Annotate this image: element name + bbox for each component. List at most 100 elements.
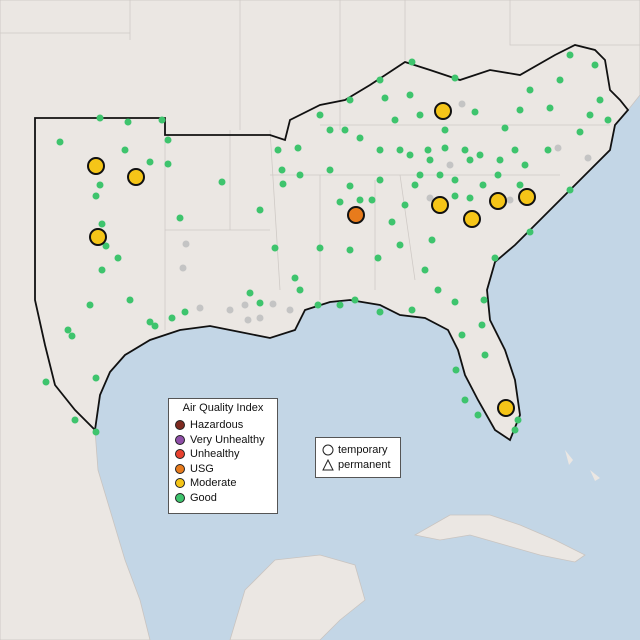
monitor-good[interactable]: [146, 158, 154, 166]
monitor-good[interactable]: [396, 241, 404, 249]
monitor-moderate[interactable]: [489, 192, 507, 210]
monitor-good[interactable]: [376, 176, 384, 184]
monitor-good[interactable]: [604, 116, 612, 124]
monitor-good[interactable]: [416, 171, 424, 179]
monitor-good[interactable]: [64, 326, 72, 334]
monitor-good[interactable]: [376, 308, 384, 316]
monitor-inactive[interactable]: [241, 301, 249, 309]
monitor-good[interactable]: [314, 301, 322, 309]
monitor-good[interactable]: [544, 146, 552, 154]
monitor-good[interactable]: [158, 116, 166, 124]
monitor-good[interactable]: [434, 286, 442, 294]
monitor-good[interactable]: [501, 124, 509, 132]
monitor-good[interactable]: [396, 146, 404, 154]
monitor-good[interactable]: [71, 416, 79, 424]
monitor-good[interactable]: [511, 426, 519, 434]
monitor-inactive[interactable]: [269, 300, 277, 308]
monitor-good[interactable]: [496, 156, 504, 164]
monitor-good[interactable]: [381, 94, 389, 102]
monitor-good[interactable]: [451, 298, 459, 306]
monitor-good[interactable]: [376, 76, 384, 84]
monitor-inactive[interactable]: [182, 240, 190, 248]
monitor-good[interactable]: [474, 411, 482, 419]
monitor-good[interactable]: [451, 176, 459, 184]
monitor-moderate[interactable]: [87, 157, 105, 175]
monitor-inactive[interactable]: [179, 264, 187, 272]
monitor-good[interactable]: [424, 146, 432, 154]
monitor-good[interactable]: [408, 58, 416, 66]
monitor-inactive[interactable]: [446, 161, 454, 169]
monitor-good[interactable]: [326, 126, 334, 134]
monitor-good[interactable]: [218, 178, 226, 186]
monitor-inactive[interactable]: [286, 306, 294, 314]
monitor-good[interactable]: [476, 151, 484, 159]
monitor-good[interactable]: [98, 220, 106, 228]
monitor-good[interactable]: [406, 151, 414, 159]
monitor-good[interactable]: [479, 181, 487, 189]
monitor-good[interactable]: [176, 214, 184, 222]
monitor-good[interactable]: [586, 111, 594, 119]
monitor-good[interactable]: [516, 181, 524, 189]
monitor-good[interactable]: [526, 228, 534, 236]
monitor-good[interactable]: [294, 144, 302, 152]
monitor-moderate[interactable]: [431, 196, 449, 214]
monitor-moderate[interactable]: [127, 168, 145, 186]
monitor-good[interactable]: [426, 156, 434, 164]
monitor-good[interactable]: [351, 296, 359, 304]
monitor-inactive[interactable]: [226, 306, 234, 314]
monitor-good[interactable]: [566, 186, 574, 194]
monitor-good[interactable]: [428, 236, 436, 244]
monitor-good[interactable]: [96, 114, 104, 122]
monitor-good[interactable]: [341, 126, 349, 134]
monitor-good[interactable]: [121, 146, 129, 154]
monitor-usg[interactable]: [347, 206, 365, 224]
monitor-good[interactable]: [451, 192, 459, 200]
monitor-good[interactable]: [516, 106, 524, 114]
monitor-good[interactable]: [291, 274, 299, 282]
monitor-good[interactable]: [408, 306, 416, 314]
monitor-good[interactable]: [256, 206, 264, 214]
monitor-good[interactable]: [480, 296, 488, 304]
monitor-good[interactable]: [271, 244, 279, 252]
monitor-good[interactable]: [68, 332, 76, 340]
monitor-good[interactable]: [556, 76, 564, 84]
monitor-good[interactable]: [56, 138, 64, 146]
monitor-good[interactable]: [92, 428, 100, 436]
monitor-inactive[interactable]: [256, 314, 264, 322]
monitor-good[interactable]: [441, 144, 449, 152]
monitor-good[interactable]: [279, 180, 287, 188]
monitor-good[interactable]: [326, 166, 334, 174]
monitor-good[interactable]: [591, 61, 599, 69]
monitor-moderate[interactable]: [89, 228, 107, 246]
monitor-good[interactable]: [452, 366, 460, 374]
monitor-good[interactable]: [526, 86, 534, 94]
monitor-good[interactable]: [391, 116, 399, 124]
monitor-good[interactable]: [96, 181, 104, 189]
monitor-good[interactable]: [461, 396, 469, 404]
monitor-good[interactable]: [494, 171, 502, 179]
monitor-good[interactable]: [374, 254, 382, 262]
monitor-good[interactable]: [466, 156, 474, 164]
monitor-good[interactable]: [451, 74, 459, 82]
monitor-good[interactable]: [114, 254, 122, 262]
monitor-good[interactable]: [388, 218, 396, 226]
monitor-good[interactable]: [421, 266, 429, 274]
monitor-good[interactable]: [514, 416, 522, 424]
monitor-good[interactable]: [356, 134, 364, 142]
monitor-good[interactable]: [296, 286, 304, 294]
monitor-good[interactable]: [146, 318, 154, 326]
monitor-good[interactable]: [491, 254, 499, 262]
monitor-good[interactable]: [411, 181, 419, 189]
monitor-good[interactable]: [566, 51, 574, 59]
monitor-good[interactable]: [478, 321, 486, 329]
monitor-inactive[interactable]: [196, 304, 204, 312]
monitor-good[interactable]: [92, 374, 100, 382]
monitor-good[interactable]: [164, 160, 172, 168]
monitor-good[interactable]: [576, 128, 584, 136]
monitor-good[interactable]: [346, 246, 354, 254]
monitor-good[interactable]: [521, 161, 529, 169]
monitor-good[interactable]: [246, 289, 254, 297]
monitor-good[interactable]: [458, 331, 466, 339]
monitor-moderate[interactable]: [497, 399, 515, 417]
monitor-good[interactable]: [336, 198, 344, 206]
